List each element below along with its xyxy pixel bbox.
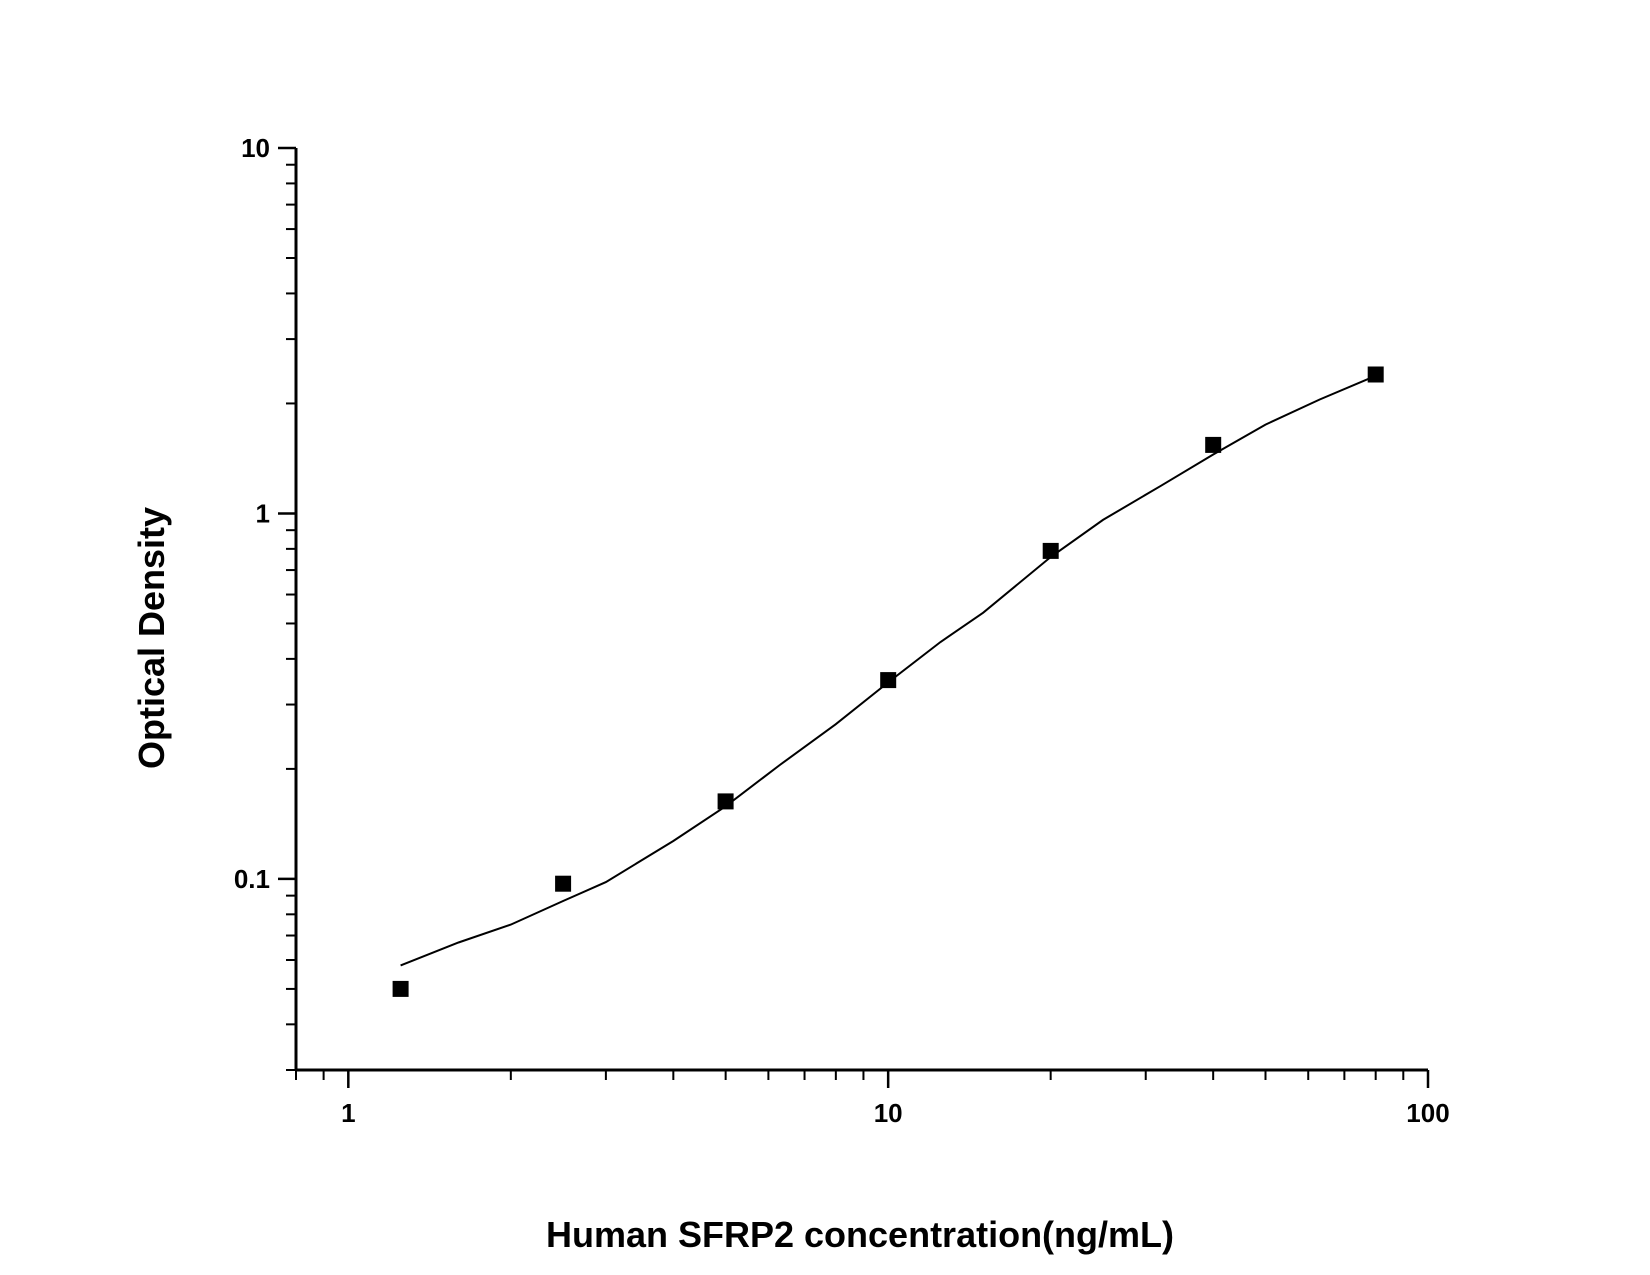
- y-tick-label: 1: [256, 498, 270, 528]
- y-tick-label: 0.1: [234, 864, 270, 894]
- data-point: [717, 793, 734, 810]
- data-point: [1042, 542, 1059, 559]
- x-tick-label: 10: [874, 1098, 903, 1128]
- data-point: [1367, 366, 1384, 383]
- data-point: [1205, 436, 1222, 453]
- axes: 1 10 100 0.1 1 10: [234, 133, 1450, 1128]
- x-tick-label: 100: [1406, 1098, 1449, 1128]
- x-axis-title: Human SFRP2 concentration(ng/mL): [546, 1214, 1174, 1255]
- fitted-curve-layer: [400, 374, 1377, 967]
- data-point: [880, 672, 897, 689]
- data-point: [555, 875, 572, 892]
- data-points-layer: [392, 366, 1384, 997]
- fitted-curve: [400, 374, 1377, 967]
- x-tick-label: 1: [341, 1098, 355, 1128]
- data-point: [392, 980, 409, 997]
- y-axis-title: Optical Density: [131, 507, 172, 769]
- y-tick-label: 10: [241, 133, 270, 163]
